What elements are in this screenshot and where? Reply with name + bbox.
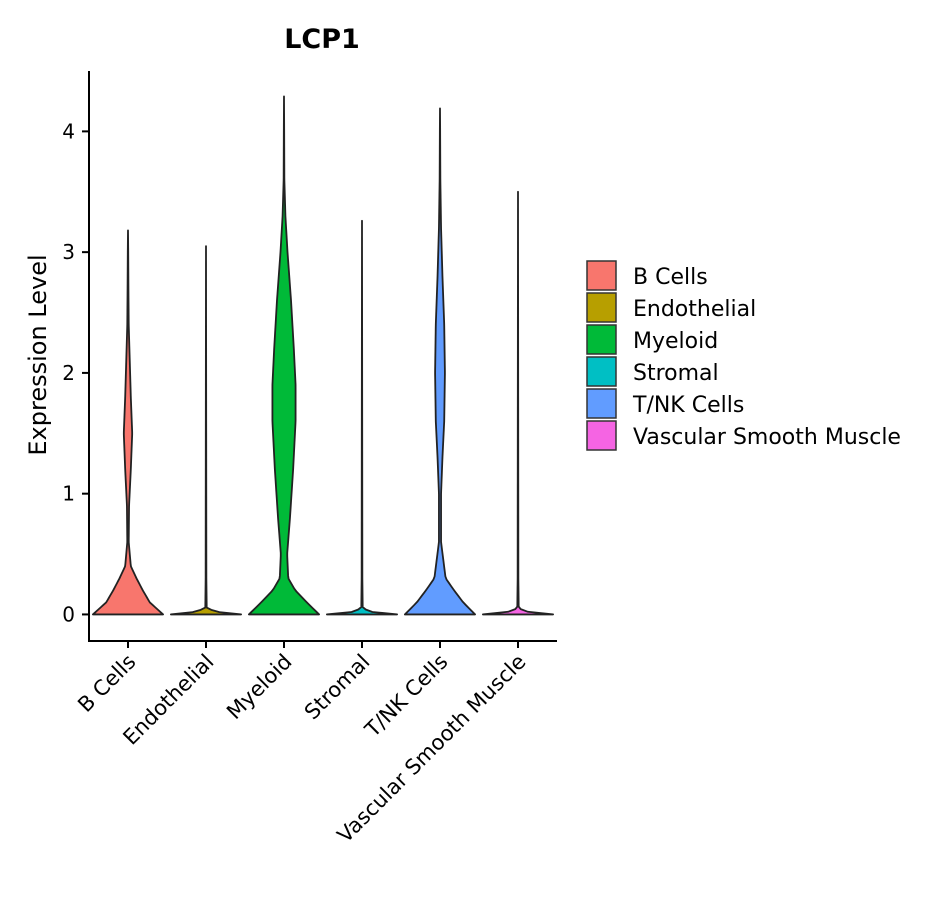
legend: B Cells Endothelial Myeloid Stromal T/NK Cel…: [586, 260, 901, 451]
y-tick-group: 0 1 2 3 4: [62, 119, 89, 626]
violin-vascular-smooth-muscle: [482, 190, 554, 616]
y-tick-label: 2: [62, 361, 75, 385]
x-tick-label-stromal: Stromal: [300, 650, 375, 725]
legend-swatch-b-cells: [586, 260, 617, 291]
legend-swatch-vascular-smooth-muscle: [586, 420, 617, 451]
x-tick-label-b-cells: B Cells: [73, 650, 140, 717]
violin-stromal: [326, 219, 398, 616]
legend-swatch-stromal: [586, 356, 617, 387]
violin-group: [92, 95, 554, 616]
y-tick-label: 0: [62, 602, 75, 626]
legend-label-b-cells: B Cells: [633, 265, 708, 290]
y-axis-label: Expression Level: [24, 254, 52, 455]
legend-label-t-nk-cells: T/NK Cells: [632, 393, 744, 418]
violin-myeloid: [248, 95, 320, 616]
legend-label-vascular-smooth-muscle: Vascular Smooth Muscle: [633, 425, 901, 450]
legend-label-endothelial: Endothelial: [633, 297, 756, 322]
legend-swatch-endothelial: [586, 292, 617, 323]
chart-title: LCP1: [284, 24, 360, 55]
legend-label-myeloid: Myeloid: [633, 329, 718, 354]
legend-swatch-t-nk-cells: [586, 388, 617, 419]
legend-swatch-myeloid: [586, 324, 617, 355]
violin-endothelial: [170, 245, 242, 616]
y-tick-label: 3: [62, 240, 75, 264]
x-tick-label-myeloid: Myeloid: [222, 650, 296, 724]
violin-t-nk-cells: [404, 107, 476, 616]
legend-label-stromal: Stromal: [633, 361, 719, 386]
violin-b-cells: [92, 229, 164, 616]
y-tick-label: 4: [62, 119, 75, 143]
y-tick-label: 1: [62, 482, 75, 506]
